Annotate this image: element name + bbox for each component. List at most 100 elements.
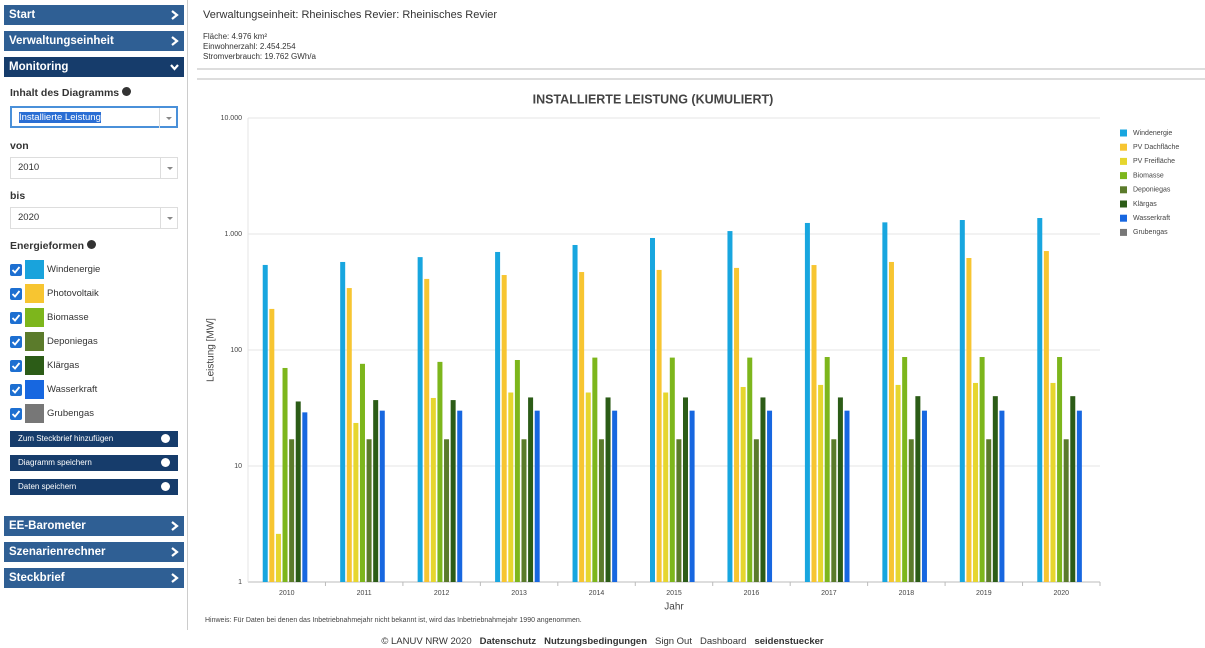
bar [669,357,675,582]
chevron [170,64,179,71]
bar [676,439,682,582]
bar [902,357,908,582]
bar [1057,357,1063,582]
button[interactable]: Daten speichern [10,479,178,495]
footer-link[interactable]: Datenschutz [479,636,537,647]
x-tick-label: 2011 [357,590,372,597]
bar [495,251,501,582]
bar [888,261,894,582]
bar [592,357,598,582]
bar [973,382,979,582]
label: Energieformen [10,240,97,252]
nav-item[interactable]: Steckbrief [4,568,184,588]
bar [262,264,268,582]
nav-item[interactable]: Start [4,5,184,25]
bar [986,439,992,582]
x-tick-label: 2012 [434,590,450,597]
bar [727,231,733,582]
dropdown[interactable]: Installierte Leistung [10,106,178,128]
nav-item[interactable]: Monitoring [4,57,184,77]
nav-item[interactable]: EE-Barometer [4,516,184,536]
bar [650,237,655,582]
x-tick-label: 2013 [511,590,527,597]
bar [734,267,740,582]
bar [979,357,985,582]
energy-icon [25,332,44,351]
label: von [10,140,29,152]
legend-label: Klärgas [1133,201,1157,208]
button[interactable]: Diagramm speichern [10,455,178,471]
bar [598,439,604,582]
bar [340,261,346,582]
bar [804,222,810,582]
help-icon [122,87,132,96]
bar [824,357,830,582]
nav-item[interactable]: Szenarienrechner [4,542,184,562]
check [11,266,21,274]
footer-link[interactable]: Sign Out [655,636,692,647]
bar [689,410,695,582]
dropdown[interactable]: 2020 [10,207,178,229]
bar [444,439,450,582]
checkbox[interactable] [10,288,22,300]
legend-label: Grubengas [1133,229,1168,236]
bar [831,439,837,582]
checkbox[interactable] [10,408,22,420]
footer-link[interactable]: Nutzungsbedingungen [544,636,647,647]
nav-item[interactable]: Verwaltungseinheit [4,31,184,51]
bar [921,410,927,582]
checkbox[interactable] [10,384,22,396]
checkbox-label: Biomasse [47,312,89,323]
legend-label: Wasserkraft [1133,215,1170,222]
checkbox[interactable] [10,360,22,372]
legend-swatch [1120,200,1127,208]
dropdown-value: Installierte Leistung [19,112,101,123]
bar [882,222,888,583]
legend-label: PV Dachfläche [1133,144,1179,151]
button[interactable]: Zum Steckbrief hinzufügen [10,431,178,447]
x-tick-label: 2017 [821,590,837,597]
footer-link[interactable]: Dashboard [699,636,747,647]
x-tick-label: 2020 [1053,590,1069,597]
bar [663,392,669,582]
chart-title: INSTALLIERTE LEISTUNG (KUMULIERT) [533,92,774,106]
footer-link[interactable]: seidenstuecker [754,636,824,647]
y-tick-label: 10 [234,463,242,470]
bar [612,410,618,582]
bar [915,396,921,582]
x-tick-label: 2019 [976,590,992,597]
bar [1050,382,1056,582]
bar [269,308,275,582]
bar [302,412,308,582]
bar [379,410,385,582]
bar [572,244,578,582]
bar [760,397,766,582]
chevron [171,573,179,583]
bar [450,400,456,582]
bar [966,258,972,582]
energy-icon [25,380,44,399]
chart: INSTALLIERTE LEISTUNG (KUMULIERT) Jahr L… [197,68,1205,624]
bar [1076,410,1082,582]
dropdown[interactable]: 2010 [10,157,178,179]
checkbox-label: Wasserkraft [47,384,98,395]
bar [501,275,507,582]
bar [457,410,463,582]
chevron [171,521,179,531]
y-tick-label: 10.000 [221,115,243,122]
legend-swatch [1120,214,1127,222]
bar [346,288,352,582]
checkbox[interactable] [10,264,22,276]
checkbox[interactable] [10,312,22,324]
checkbox[interactable] [10,336,22,348]
check [11,314,21,322]
bar [740,386,746,582]
check [11,362,21,370]
consumption: Stromverbrauch: 19.762 GWh/a [203,52,316,61]
label: Inhalt des Diagramms [10,87,132,99]
bar [508,392,514,582]
y-tick-label: 1 [238,579,242,586]
chevron [171,10,179,20]
bar [908,439,914,582]
